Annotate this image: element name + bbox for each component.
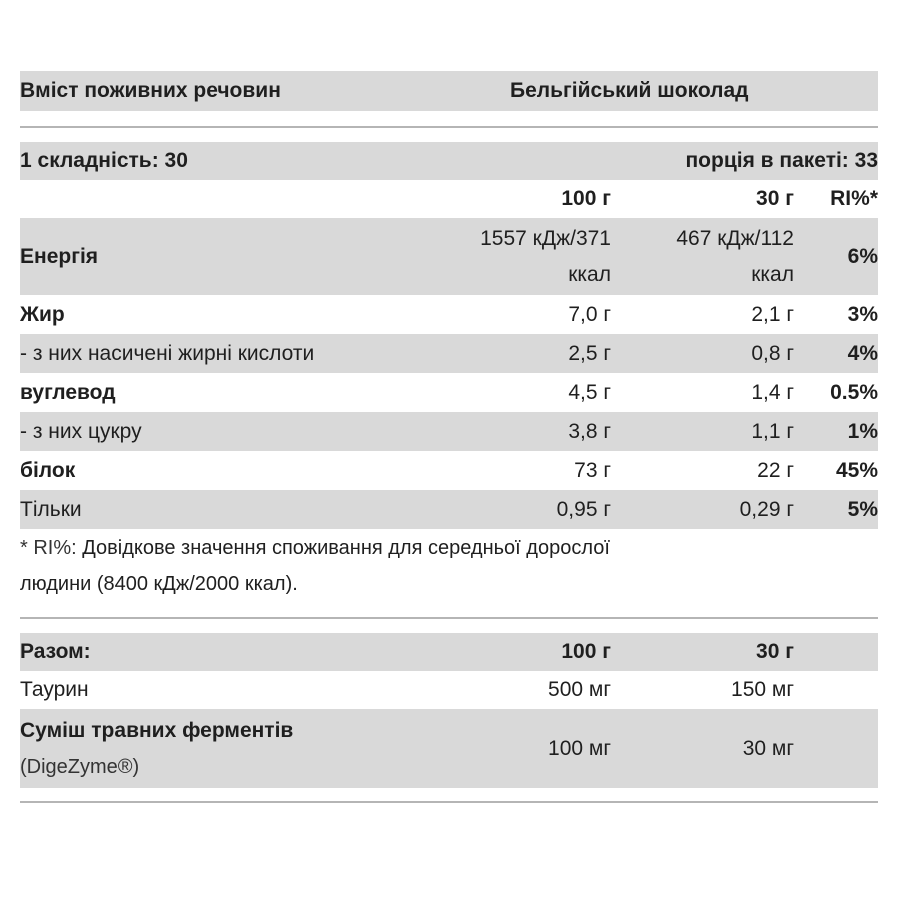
nutrient-per100: 7,0 г — [568, 302, 611, 326]
nutrient-per30: 1,1 г — [751, 419, 794, 443]
nutrient-ri: 0.5% — [830, 380, 878, 404]
ri-footnote: * RI%: Довідкове значення споживання для… — [20, 529, 878, 602]
serving-size: 1 складність: 30 — [20, 149, 188, 172]
nutrient-ri: 6% — [847, 244, 878, 268]
column-header-ri: RI%* — [830, 187, 878, 210]
divider — [20, 801, 878, 803]
nutrient-name: вуглевод — [20, 380, 116, 404]
column-header-row: 100 г 30 г RI%* — [20, 180, 878, 218]
divider — [20, 617, 878, 619]
extras-per100: 500 мг — [548, 678, 611, 701]
table-title: Вміст поживних речовин — [20, 79, 281, 102]
footnote-text: Довідкове значення споживання для середн… — [82, 537, 610, 559]
serving-row: 1 складність: 30 порція в пакеті: 33 — [20, 142, 878, 180]
nutrient-row-salt: Тільки 0,95 г 0,29 г 5% — [20, 490, 878, 529]
nutrient-row-sugar: - з них цукру 3,8 г 1,1 г 1% — [20, 412, 878, 451]
nutrient-per30-unit: ккал — [751, 262, 794, 286]
footnote-text-continued: людини (8400 кДж/2000 ккал). — [20, 573, 298, 595]
nutrition-table: Вміст поживних речовин Бельгійський шоко… — [20, 71, 878, 803]
nutrient-per30: 2,1 г — [751, 302, 794, 326]
nutrient-per30: 0,8 г — [751, 341, 794, 365]
extras-per30: 30 мг — [742, 736, 794, 760]
nutrient-row-fat: Жир 7,0 г 2,1 г 3% — [20, 295, 878, 334]
extras-header-per100: 100 г — [561, 640, 611, 663]
extras-row-taurine: Таурин 500 мг 150 мг — [20, 671, 878, 709]
nutrient-per30: 1,4 г — [751, 380, 794, 404]
nutrient-ri: 1% — [847, 419, 878, 443]
nutrient-per100: 4,5 г — [568, 380, 611, 404]
nutrient-ri: 3% — [847, 302, 878, 326]
nutrient-per100: 3,8 г — [568, 419, 611, 443]
nutrient-name: - з них цукру — [20, 419, 142, 443]
extras-name: Таурин — [20, 678, 89, 701]
nutrient-name: білок — [20, 458, 76, 482]
divider — [20, 126, 878, 128]
column-header-per100: 100 г — [561, 187, 611, 210]
extras-name: Суміш травних ферментів — [20, 718, 294, 742]
nutrient-name: Тільки — [20, 497, 82, 521]
extras-header-label: Разом: — [20, 640, 91, 663]
column-header-per30: 30 г — [756, 187, 794, 210]
nutrient-ri: 5% — [847, 497, 878, 521]
extras-subname: (DigeZyme®) — [20, 755, 140, 778]
nutrient-ri: 4% — [847, 341, 878, 365]
nutrient-per30: 0,29 г — [739, 497, 794, 521]
nutrient-ri: 45% — [835, 458, 878, 482]
nutrient-per100: 2,5 г — [568, 341, 611, 365]
nutrient-row-saturated-fat: - з них насичені жирні кислоти 2,5 г 0,8… — [20, 334, 878, 373]
servings-per-pack: порція в пакеті: 33 — [685, 149, 879, 172]
nutrient-per100: 73 г — [574, 458, 611, 482]
extras-row-enzymes: Суміш травних ферментів (DigeZyme®) 100 … — [20, 709, 878, 788]
footnote-marker: * RI%: — [20, 537, 77, 559]
nutrient-name: - з них насичені жирні кислоти — [20, 341, 315, 365]
extras-per100: 100 мг — [548, 736, 611, 760]
extras-per30: 150 мг — [731, 678, 794, 701]
nutrient-row-protein: білок 73 г 22 г 45% — [20, 451, 878, 490]
nutrient-per100-unit: ккал — [568, 262, 611, 286]
nutrient-row-energy: Енергія 1557 кДж/371 ккал 467 кДж/112 кк… — [20, 218, 878, 295]
nutrient-per100: 1557 кДж/371 — [480, 226, 611, 250]
nutrient-row-carbohydrate: вуглевод 4,5 г 1,4 г 0.5% — [20, 373, 878, 412]
nutrient-name: Енергія — [20, 244, 99, 268]
nutrient-per100: 0,95 г — [556, 497, 611, 521]
nutrient-per30: 22 г — [757, 458, 794, 482]
product-flavor: Бельгійський шоколад — [510, 79, 749, 102]
nutrient-per30: 467 кДж/112 — [676, 226, 794, 250]
extras-header-row: Разом: 100 г 30 г — [20, 633, 878, 671]
extras-header-per30: 30 г — [756, 640, 794, 663]
table-title-row: Вміст поживних речовин Бельгійський шоко… — [20, 71, 878, 111]
nutrient-name: Жир — [20, 302, 65, 326]
